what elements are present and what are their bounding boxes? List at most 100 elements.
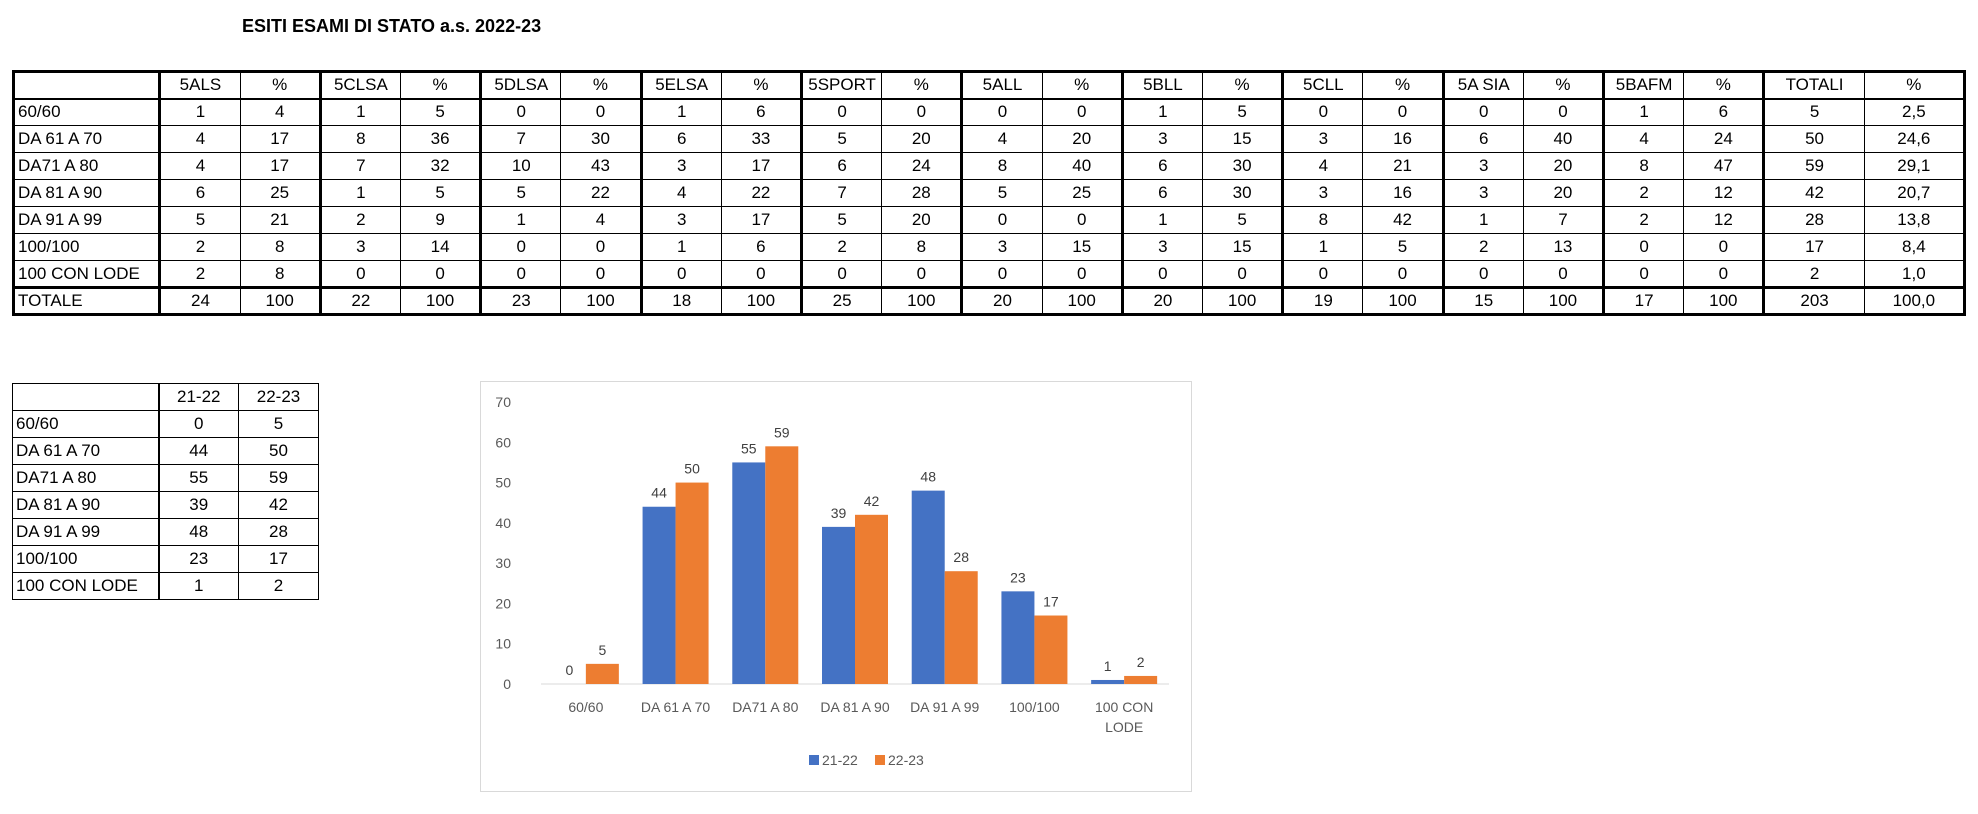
x-tick-label: LODE <box>1105 719 1143 735</box>
bar-22-23 <box>675 482 709 684</box>
table-cell: 36 <box>399 125 482 153</box>
table-cell: 42 <box>1362 206 1444 234</box>
table-cell: 20,7 <box>1863 179 1966 207</box>
row-label-cell: DA 81 A 90 <box>12 491 160 519</box>
table-cell: 0 <box>560 260 642 288</box>
table-row: 100 CON LODE 1 2 <box>12 572 319 600</box>
table-cell: 100 <box>239 286 321 315</box>
table-cell: 1 <box>318 179 401 207</box>
table-cell: 17 <box>238 545 319 573</box>
table-cell: 0 <box>960 206 1043 234</box>
x-tick-label: DA 91 A 99 <box>910 699 979 715</box>
table-cell: 15 <box>1041 233 1123 261</box>
table-cell: 7 <box>799 179 883 207</box>
table-cell: 100 <box>1041 286 1123 315</box>
row-label-cell: 60/60 <box>12 410 160 438</box>
table-cell: 2,5 <box>1863 98 1966 126</box>
x-tick-label: 60/60 <box>568 699 603 715</box>
table-cell: 29,1 <box>1863 152 1966 180</box>
bar-21-22 <box>642 506 676 684</box>
table-cell: 4 <box>158 152 241 180</box>
table-cell: 13,8 <box>1863 206 1966 234</box>
table-row: DA 81 A 90 6 25 1 5 5 22 4 22 7 28 5 25 6 30 3 16 3 20 2 12 4… <box>12 179 1966 207</box>
table-cell: 14 <box>399 233 482 261</box>
column-header-cell: % <box>1522 71 1605 100</box>
table-cell: 17 <box>1602 286 1685 315</box>
bar-21-22 <box>822 526 855 684</box>
bar-21-22 <box>732 462 766 684</box>
table-cell: 30 <box>560 125 642 153</box>
table-row: DA 91 A 99 5 21 2 9 1 4 3 17 5 20 0 0 1 5 8 42 1 7 2 12 28 13,… <box>12 206 1966 234</box>
table-cell: 0 <box>720 260 803 288</box>
table-cell: 4 <box>239 98 321 126</box>
table-cell: 100 <box>399 286 482 315</box>
table-cell: 0 <box>1281 98 1364 126</box>
table-cell: 0 <box>1281 260 1364 288</box>
column-header-cell: % <box>1362 71 1444 100</box>
bar-21-22 <box>911 490 945 684</box>
results-by-class-table: 5ALS% 5CLSA% 5DLSA% 5ELSA% 5SPORT% 5ALL% 5BLL%… <box>12 70 1966 316</box>
table-cell: 5 <box>1362 233 1444 261</box>
table-cell: 3 <box>1120 125 1204 153</box>
column-header-cell: 5BLL <box>1120 71 1204 100</box>
column-header-cell: 5ALL <box>960 71 1043 100</box>
table-cell: 2 <box>1602 179 1685 207</box>
table-cell: 40 <box>1522 125 1605 153</box>
table-cell: 0 <box>1041 260 1123 288</box>
table-cell: 15 <box>1441 286 1524 315</box>
table-cell: 6 <box>1120 152 1204 180</box>
table-cell: 9 <box>399 206 482 234</box>
table-cell: 17 <box>239 125 321 153</box>
table-cell: 28 <box>881 179 963 207</box>
table-cell: 0 <box>1683 233 1765 261</box>
table-row: 100/100 2 8 3 14 0 0 1 6 2 8 3 15 3 15 1 5 2 13 0 0 17 8,4 <box>12 233 1966 261</box>
table-cell: 4 <box>158 125 241 153</box>
table-cell: 7 <box>318 152 401 180</box>
table-cell: 25 <box>799 286 883 315</box>
table-cell: 24 <box>881 152 963 180</box>
table-cell: 3 <box>639 152 722 180</box>
table-header-row: 21-22 22-23 <box>12 383 319 411</box>
table-cell: 0 <box>1441 98 1524 126</box>
table-row: TOTALE 24 100 22 100 23 100 18 100 25 100 20 100 20 10… <box>12 286 1966 315</box>
table-cell: 40 <box>1041 152 1123 180</box>
table-cell: 42 <box>1762 179 1865 207</box>
table-cell: 23 <box>158 545 239 573</box>
bar-22-23 <box>765 446 799 684</box>
table-cell: 3 <box>1281 125 1364 153</box>
table-cell: 8 <box>318 125 401 153</box>
column-header-cell: 22-23 <box>238 383 319 411</box>
table-cell: 0 <box>799 260 883 288</box>
data-label: 2 <box>1137 654 1145 670</box>
x-tick-label: DA71 A 80 <box>732 699 798 715</box>
table-cell: 0 <box>1362 260 1444 288</box>
table-cell: 8 <box>881 233 963 261</box>
table-row: DA 61 A 70 4 17 8 36 7 30 6 33 5 20 4 20 3 15 3 16 6 40 4 24… <box>12 125 1966 153</box>
table-cell: 1 <box>1281 233 1364 261</box>
data-label: 28 <box>953 549 969 565</box>
y-tick-label: 40 <box>495 515 511 531</box>
table-cell: 24 <box>1683 125 1765 153</box>
column-header-cell: 5ELSA <box>639 71 722 100</box>
data-label: 17 <box>1043 594 1059 610</box>
column-header-cell: TOTALI <box>1762 71 1865 100</box>
legend-swatch <box>875 755 885 765</box>
table-cell: 17 <box>239 152 321 180</box>
table-cell: 4 <box>960 125 1043 153</box>
row-label-cell: DA 91 A 99 <box>12 206 162 234</box>
column-header-cell: % <box>1683 71 1765 100</box>
table-row: 100/100 23 17 <box>12 545 319 573</box>
data-label: 5 <box>598 642 606 658</box>
table-cell: 12 <box>1683 179 1765 207</box>
table-cell: 8 <box>239 260 321 288</box>
table-row: DA71 A 80 55 59 <box>12 464 319 492</box>
table-cell: 7 <box>479 125 562 153</box>
row-label-cell <box>12 71 162 100</box>
table-cell: 50 <box>238 437 319 465</box>
table-cell: 6 <box>1120 179 1204 207</box>
table-cell: 1 <box>1441 206 1524 234</box>
table-cell: 6 <box>639 125 722 153</box>
table-row: 60/60 0 5 <box>12 410 319 438</box>
table-cell: 23 <box>479 286 562 315</box>
row-label-cell: DA 81 A 90 <box>12 179 162 207</box>
